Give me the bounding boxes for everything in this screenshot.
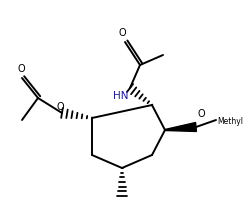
Text: O: O xyxy=(118,28,126,38)
Text: O: O xyxy=(17,64,25,74)
Polygon shape xyxy=(165,122,197,131)
Text: O: O xyxy=(197,109,205,119)
Text: HN: HN xyxy=(112,91,128,101)
Text: O: O xyxy=(56,102,64,112)
Text: Methyl: Methyl xyxy=(217,116,243,126)
